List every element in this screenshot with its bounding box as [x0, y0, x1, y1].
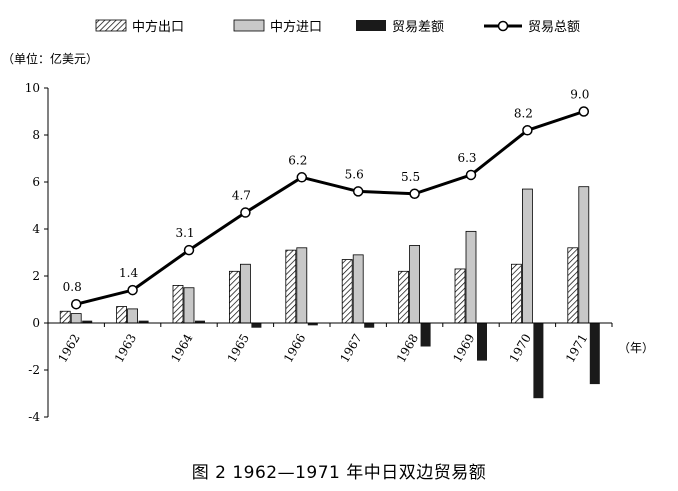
y-tick-label: 4 — [32, 222, 40, 236]
bar-black — [82, 320, 93, 323]
x-tick-label: 1967 — [337, 332, 364, 365]
x-unit-label: （年） — [618, 341, 654, 355]
x-tick-label: 1965 — [225, 332, 252, 365]
y-tick-label: -4 — [28, 410, 40, 424]
total-point — [70, 298, 82, 310]
legend-marker — [497, 20, 509, 32]
x-tick-label: 1968 — [394, 332, 421, 365]
bar-gray — [352, 254, 364, 324]
y-tick-label: 10 — [25, 81, 40, 95]
bar-hatched — [567, 247, 579, 324]
total-data-label: 3.1 — [175, 226, 194, 240]
bar-hatched — [172, 284, 184, 324]
total-data-label: 6.3 — [457, 151, 476, 165]
total-point — [352, 186, 364, 197]
bar-gray — [127, 308, 138, 324]
y-tick-label: 2 — [32, 269, 40, 283]
total-point — [296, 172, 308, 183]
total-data-label: 1.4 — [119, 266, 138, 280]
total-data-label: 5.6 — [345, 167, 364, 181]
y-tick-label: 0 — [32, 316, 40, 330]
x-axis: 1962 1963 1964 1965 1966 1967 1968 1969 1970 1971 — [47, 322, 613, 365]
bar-hatched — [454, 268, 466, 324]
total-data-label: 9.0 — [570, 88, 589, 102]
bar-hatched — [398, 270, 410, 324]
bar-gray — [578, 186, 590, 324]
total-point — [127, 284, 138, 296]
bar-black — [251, 323, 262, 328]
bar-gray — [296, 247, 308, 324]
bar-black — [420, 323, 431, 347]
bar-black — [138, 320, 149, 323]
total-line-path — [75, 110, 585, 306]
bar-black — [589, 323, 600, 385]
bar-gray — [409, 245, 421, 324]
bar-black — [533, 323, 544, 399]
total-data-label: 4.7 — [232, 189, 251, 203]
bar-hatched — [285, 249, 297, 324]
bar-gray — [70, 313, 82, 324]
y-tick-label: -2 — [28, 363, 40, 377]
total-data-label: 8.2 — [514, 106, 533, 120]
bar-hatched — [59, 310, 71, 324]
legend-label: 中方进口 — [270, 19, 322, 35]
bar-hatched — [341, 259, 353, 324]
figure-caption: 图 2 1962—1971 年中日双边贸易额 — [191, 463, 487, 483]
x-tick-label: 1971 — [563, 332, 590, 365]
bar-hatched — [510, 263, 522, 324]
total-point — [578, 106, 590, 117]
x-tick-label: 1970 — [507, 332, 534, 365]
bar-gray — [183, 287, 195, 324]
bar-gray — [465, 230, 477, 324]
total-line: 0.8 1.4 3.1 4.7 6.2 5.6 5.5 6.3 8.2 9.0 — [63, 88, 590, 310]
total-point — [240, 207, 251, 218]
total-point — [409, 188, 420, 199]
bar-black — [195, 320, 205, 323]
bar-hatched — [116, 306, 127, 324]
legend-swatch — [356, 20, 386, 31]
legend-swatch — [95, 19, 127, 32]
legend-label: 贸易总额 — [528, 20, 580, 35]
bars — [59, 186, 600, 399]
legend: 中方出口 中方进口 贸易差额 贸易总额 — [95, 19, 580, 35]
y-tick-label: 6 — [32, 175, 40, 189]
x-tick-label: 1962 — [55, 332, 82, 365]
total-data-label: 5.5 — [401, 170, 420, 184]
total-point — [183, 244, 195, 256]
y-tick-label: 8 — [32, 128, 40, 142]
bar-hatched — [228, 270, 240, 324]
bar-black — [477, 323, 487, 361]
total-point — [465, 169, 477, 181]
x-tick-label: 1969 — [450, 332, 477, 365]
unit-label: （单位：亿美元） — [2, 51, 98, 66]
y-axis: -4 -2 0 2 4 6 8 10 — [25, 81, 49, 424]
legend-swatch — [233, 19, 265, 32]
total-point — [522, 125, 533, 136]
x-tick-label: 1964 — [168, 331, 196, 365]
x-tick-label: 1966 — [281, 332, 308, 365]
bar-black — [364, 323, 375, 328]
legend-label: 中方出口 — [132, 19, 184, 35]
bar-gray — [239, 263, 251, 324]
bar-gray — [522, 188, 533, 324]
legend-label: 贸易差额 — [392, 20, 444, 35]
x-tick-label: 1963 — [112, 332, 139, 365]
total-data-label: 0.8 — [63, 280, 82, 294]
total-data-label: 6.2 — [288, 153, 307, 167]
bar-black — [307, 323, 318, 326]
